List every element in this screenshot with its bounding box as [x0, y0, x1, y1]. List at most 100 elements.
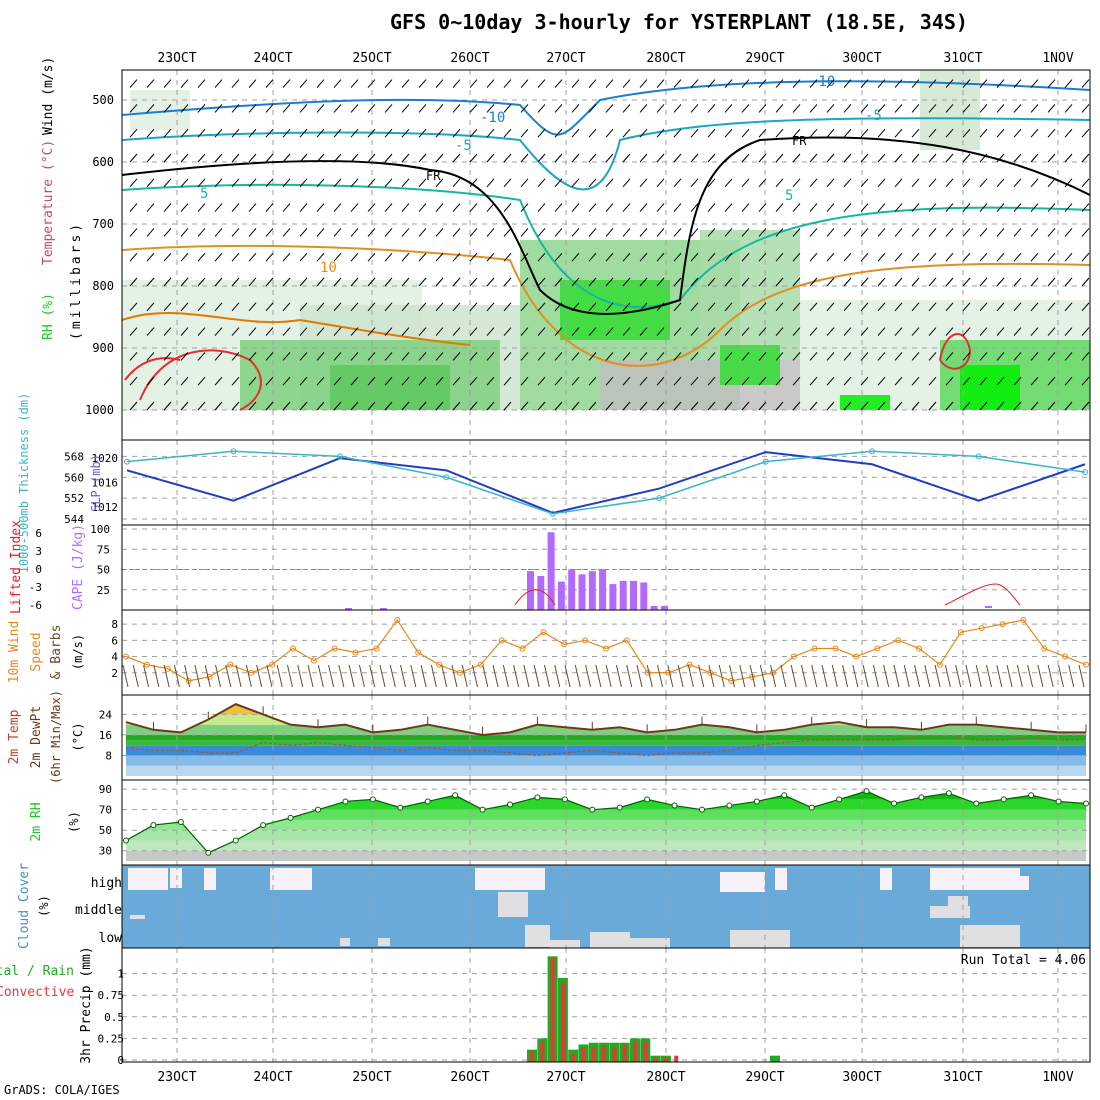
- wind-barb: [758, 277, 767, 287]
- wind-barb: [707, 203, 716, 212]
- wind-barb: [163, 327, 172, 336]
- wind-barb-10m: [872, 664, 879, 688]
- wind10m-label-speed: Speed: [29, 632, 44, 671]
- thickness-point: [762, 458, 769, 465]
- x-tick-label-bottom: 23OCT: [157, 1070, 196, 1085]
- wind-barb: [384, 178, 393, 188]
- wind-barb-10m: [379, 664, 386, 688]
- x-tick-label-bottom: 29OCT: [745, 1070, 784, 1085]
- temperature-contour: [939, 333, 972, 370]
- wind-barb: [758, 252, 767, 262]
- wind-barb: [401, 352, 410, 361]
- wind-barb: [231, 79, 240, 88]
- precip-conv-bar: [581, 1047, 586, 1062]
- wind-barb: [775, 178, 784, 188]
- wind-barb: [520, 352, 529, 361]
- wind-barb: [622, 252, 631, 262]
- cloud-level-low: low: [99, 931, 123, 946]
- rh-point: [699, 806, 705, 813]
- wind-barb: [163, 277, 172, 287]
- wind-barb-10m: [235, 664, 242, 688]
- wind-barb: [129, 277, 138, 287]
- thickness-line: [126, 450, 1086, 515]
- rh-bands: [126, 791, 1086, 861]
- wind-barb: [1047, 376, 1056, 386]
- wind-speed-point: [874, 645, 881, 652]
- wind-barb: [197, 401, 206, 411]
- rh-point: [1000, 796, 1007, 803]
- wind-barb: [962, 153, 971, 163]
- wind-barb: [792, 277, 801, 287]
- wind-barb: [860, 228, 869, 237]
- wind-speed-point: [519, 645, 526, 652]
- wind-barb: [928, 277, 937, 287]
- wind-barb: [214, 153, 223, 163]
- y-tick-label-left: 0: [35, 563, 42, 576]
- wind-barb: [962, 277, 971, 287]
- wind-barb: [928, 104, 937, 113]
- wind-barb: [214, 376, 223, 386]
- wind-barb: [690, 252, 699, 262]
- wind-barb: [741, 153, 750, 163]
- wind-barb: [350, 228, 359, 237]
- wind-barb: [214, 79, 223, 88]
- wind-barb: [588, 327, 597, 336]
- wind-barb: [367, 352, 376, 361]
- wind-barb: [673, 203, 682, 212]
- wind10m-label-barbs-group: & Barbs: [49, 625, 64, 680]
- wind-barb: [316, 79, 325, 88]
- wind-barb: [639, 376, 648, 386]
- wind-barb: [163, 302, 172, 312]
- wind-barb: [588, 352, 597, 361]
- wind-barb: [384, 401, 393, 411]
- wind-barb: [996, 277, 1005, 287]
- wind-barb: [282, 277, 291, 287]
- wind-barb-10m: [1027, 664, 1034, 688]
- wind-barb: [231, 376, 240, 386]
- wind-barb: [741, 252, 750, 262]
- thickness-axis-label: 1000-500mb Thickness (dm): [17, 393, 31, 574]
- wind-barb: [962, 178, 971, 188]
- wind-speed-point: [227, 661, 234, 668]
- wind-barb: [1064, 302, 1073, 312]
- precip-conv-bar: [571, 1053, 576, 1062]
- wind-barb: [248, 376, 257, 386]
- wind-barb: [656, 352, 665, 361]
- wind-barb: [860, 178, 869, 188]
- wind-barb: [146, 128, 155, 138]
- x-tick-label-bottom: 26OCT: [450, 1070, 489, 1085]
- wind-barb: [469, 153, 478, 163]
- wind-barb: [639, 203, 648, 212]
- wind-barb-10m: [1078, 664, 1085, 688]
- wind-barb: [775, 376, 784, 386]
- rh-point: [1028, 792, 1035, 799]
- x-tick-label-bottom: 1NOV: [1042, 1070, 1073, 1085]
- wind-speed-point: [540, 629, 547, 636]
- wind-barb: [469, 252, 478, 262]
- wind-barb: [316, 228, 325, 237]
- wind-barb: [588, 178, 597, 188]
- wind-barb: [1013, 178, 1022, 188]
- wind-barb-10m: [451, 664, 458, 688]
- wind-barb: [367, 401, 376, 411]
- wind-barb: [826, 376, 835, 386]
- wind-barb: [401, 203, 410, 212]
- wind-barb: [401, 327, 410, 336]
- wind-barb: [996, 203, 1005, 212]
- precip-conv-bar: [540, 1040, 545, 1062]
- precip-conv-bar: [622, 1044, 627, 1062]
- wind-barb: [622, 104, 631, 113]
- wind-speed-point: [728, 677, 735, 684]
- wind-barb: [554, 104, 563, 113]
- rh-point: [232, 837, 239, 844]
- y-tick-label-left: 560: [64, 471, 84, 484]
- x-tick-label-bottom: 24OCT: [253, 1070, 292, 1085]
- cloud-block: [498, 892, 528, 917]
- cloud-block: [525, 925, 550, 947]
- wind-barb: [1030, 228, 1039, 237]
- wind-barb: [571, 302, 580, 312]
- rh2m-unit: (%): [67, 811, 81, 833]
- wind-barb: [367, 327, 376, 336]
- rh-shading: [330, 365, 450, 410]
- wind-barb: [724, 178, 733, 188]
